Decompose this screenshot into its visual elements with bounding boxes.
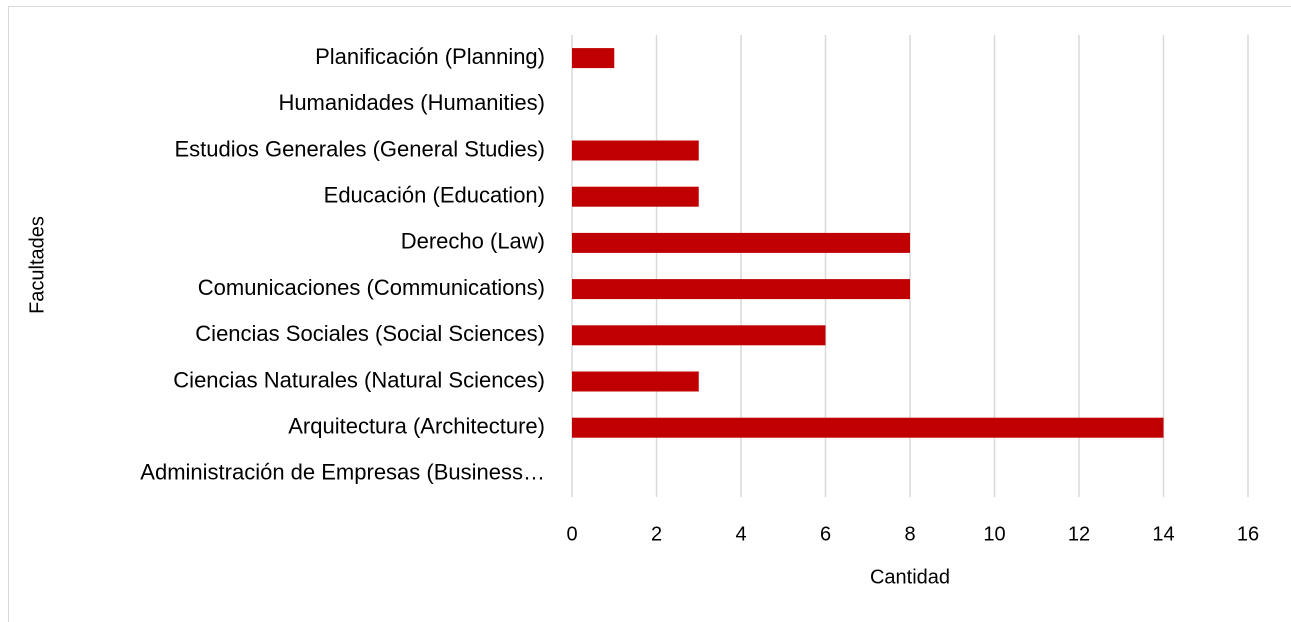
bar bbox=[572, 232, 910, 253]
x-tick-label: 4 bbox=[735, 523, 746, 545]
chart-border bbox=[8, 6, 1291, 622]
x-tick-label: 8 bbox=[904, 523, 915, 545]
x-tick-label: 10 bbox=[983, 523, 1005, 545]
y-tick-label: Derecho (Law) bbox=[401, 229, 545, 254]
x-tick-label: 12 bbox=[1068, 523, 1090, 545]
bar bbox=[572, 279, 910, 300]
y-tick-label: Comunicaciones (Communications) bbox=[198, 275, 545, 300]
y-tick-label: Educación (Education) bbox=[324, 183, 545, 208]
y-tick-label: Administración de Empresas (Business… bbox=[140, 460, 545, 485]
y-tick-label: Ciencias Sociales (Social Sciences) bbox=[195, 321, 545, 346]
bar bbox=[572, 325, 826, 346]
x-tick-label: 14 bbox=[1152, 523, 1174, 545]
x-axis-title: Cantidad bbox=[870, 566, 950, 588]
bar bbox=[572, 371, 699, 392]
bar bbox=[572, 48, 615, 69]
y-tick-label: Estudios Generales (General Studies) bbox=[174, 136, 545, 161]
y-tick-label: Ciencias Naturales (Natural Sciences) bbox=[173, 367, 545, 392]
y-tick-label: Planificación (Planning) bbox=[315, 44, 545, 69]
y-axis-title: Facultades bbox=[26, 216, 48, 314]
x-tick-label: 0 bbox=[566, 523, 577, 545]
bar bbox=[572, 186, 699, 207]
bar bbox=[572, 140, 699, 161]
bar bbox=[572, 417, 1164, 438]
y-tick-label: Humanidades (Humanities) bbox=[278, 90, 545, 115]
x-tick-label: 2 bbox=[651, 523, 662, 545]
y-tick-label: Arquitectura (Architecture) bbox=[288, 414, 545, 439]
x-tick-label: 16 bbox=[1237, 523, 1259, 545]
x-tick-label: 6 bbox=[820, 523, 831, 545]
